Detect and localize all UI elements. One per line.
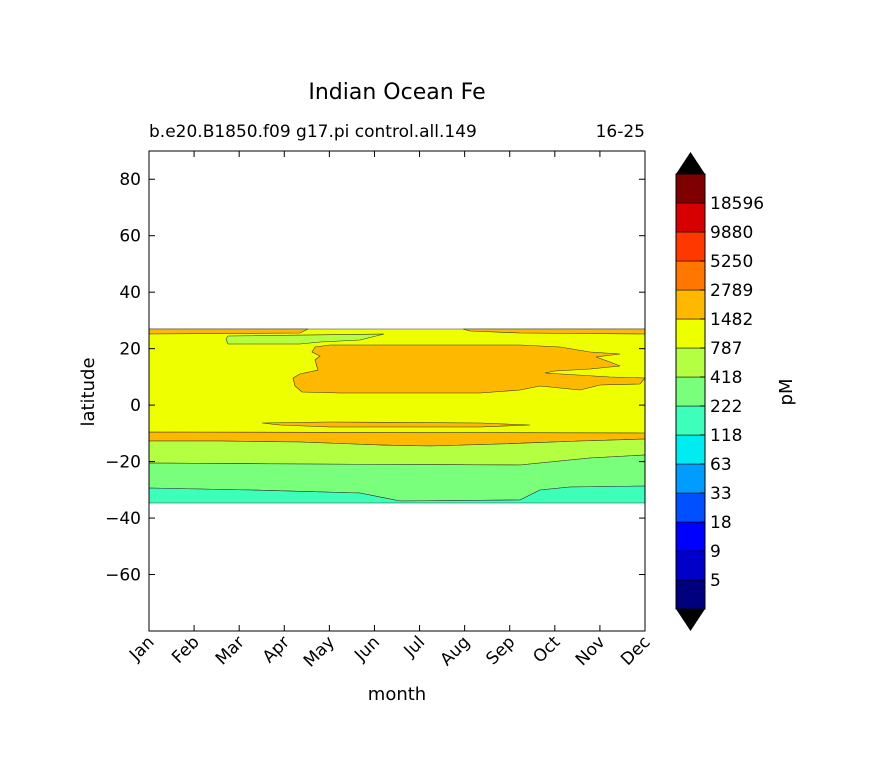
x-tick-label: Jun — [350, 632, 384, 666]
chart-subtitle-left: b.e20.B1850.f09 g17.pi control.all.149 — [149, 122, 477, 142]
y-axis-label: latitude — [78, 357, 99, 426]
colorbar-segment — [675, 463, 706, 494]
colorbar-segment — [675, 173, 706, 204]
colorbar-tick-label: 787 — [710, 339, 742, 359]
x-tick-label: Mar — [212, 632, 249, 669]
x-tick-label: Oct — [529, 632, 564, 667]
x-axis-label: month — [368, 684, 426, 705]
chart-title: Indian Ocean Fe — [308, 80, 485, 105]
x-tick-label: Jul — [400, 632, 429, 661]
colorbar: 5 9 18 33 63 118 222 418 787 1482 2789 5250 9880 1859… — [675, 152, 764, 631]
colorbar-extend-high — [676, 152, 705, 174]
colorbar-segment — [675, 318, 706, 349]
colorbar-tick-label: 18 — [710, 513, 732, 533]
x-tick-label: Jan — [125, 632, 158, 665]
colorbar-tick-label: 63 — [710, 455, 732, 475]
plot-area — [148, 150, 646, 632]
y-tick-label: 60 — [119, 227, 141, 247]
colorbar-tick-label: 5 — [710, 571, 721, 591]
region-orange-blob — [292, 344, 646, 394]
colorbar-segment — [675, 521, 706, 552]
colorbar-tick-label: 9 — [710, 542, 721, 562]
x-tick-label: Nov — [572, 632, 610, 670]
y-tick-label: 80 — [119, 170, 141, 190]
colorbar-tick-label: 418 — [710, 368, 742, 388]
colorbar-tick-label: 118 — [710, 426, 742, 446]
x-tick-label: Apr — [259, 632, 294, 667]
y-axis: 80 60 40 20 0 −20 −40 −60 — [105, 170, 645, 586]
colorbar-segment — [675, 231, 706, 262]
colorbar-tick-label: 18596 — [710, 194, 764, 214]
colorbar-extend-low — [676, 609, 705, 631]
x-tick-label: Feb — [168, 632, 203, 667]
region-orange-top-strip — [148, 328, 309, 335]
region-orange-top-strip-right — [462, 328, 646, 335]
y-tick-label: −20 — [105, 453, 141, 473]
plot-frame — [148, 150, 646, 632]
chart-subtitle-right: 16-25 — [596, 122, 645, 142]
y-tick-label: −60 — [105, 566, 141, 586]
colorbar-segment — [675, 376, 706, 407]
colorbar-tick-label: 5250 — [710, 252, 753, 272]
colorbar-segment — [675, 260, 706, 291]
colorbar-segment — [675, 405, 706, 436]
y-tick-label: −40 — [105, 509, 141, 529]
colorbar-tick-label: 9880 — [710, 223, 753, 243]
colorbar-segment — [675, 492, 706, 523]
x-tick-label: May — [300, 632, 339, 671]
colorbar-segment — [675, 434, 706, 465]
colorbar-tick-label: 2789 — [710, 281, 753, 301]
y-tick-label: 40 — [119, 283, 141, 303]
x-tick-label: Dec — [617, 632, 654, 669]
colorbar-segment — [675, 289, 706, 320]
y-tick-label: 0 — [130, 396, 141, 416]
colorbar-segment — [675, 550, 706, 581]
colorbar-label: pM — [776, 379, 797, 406]
region-orange-thin-line — [261, 421, 531, 428]
colorbar-tick-label: 1482 — [710, 310, 753, 330]
x-tick-label: Aug — [437, 632, 475, 670]
y-tick-label: 20 — [119, 340, 141, 360]
x-tick-label: Sep — [482, 632, 519, 669]
colorbar-frame — [675, 173, 706, 610]
region-green-patch — [225, 333, 385, 345]
colorbar-segment — [675, 202, 706, 233]
colorbar-tick-label: 222 — [710, 397, 742, 417]
colorbar-segment — [675, 579, 706, 610]
region-teal-band — [148, 485, 646, 504]
colorbar-tick-label: 33 — [710, 484, 732, 504]
colorbar-segment — [675, 347, 706, 378]
